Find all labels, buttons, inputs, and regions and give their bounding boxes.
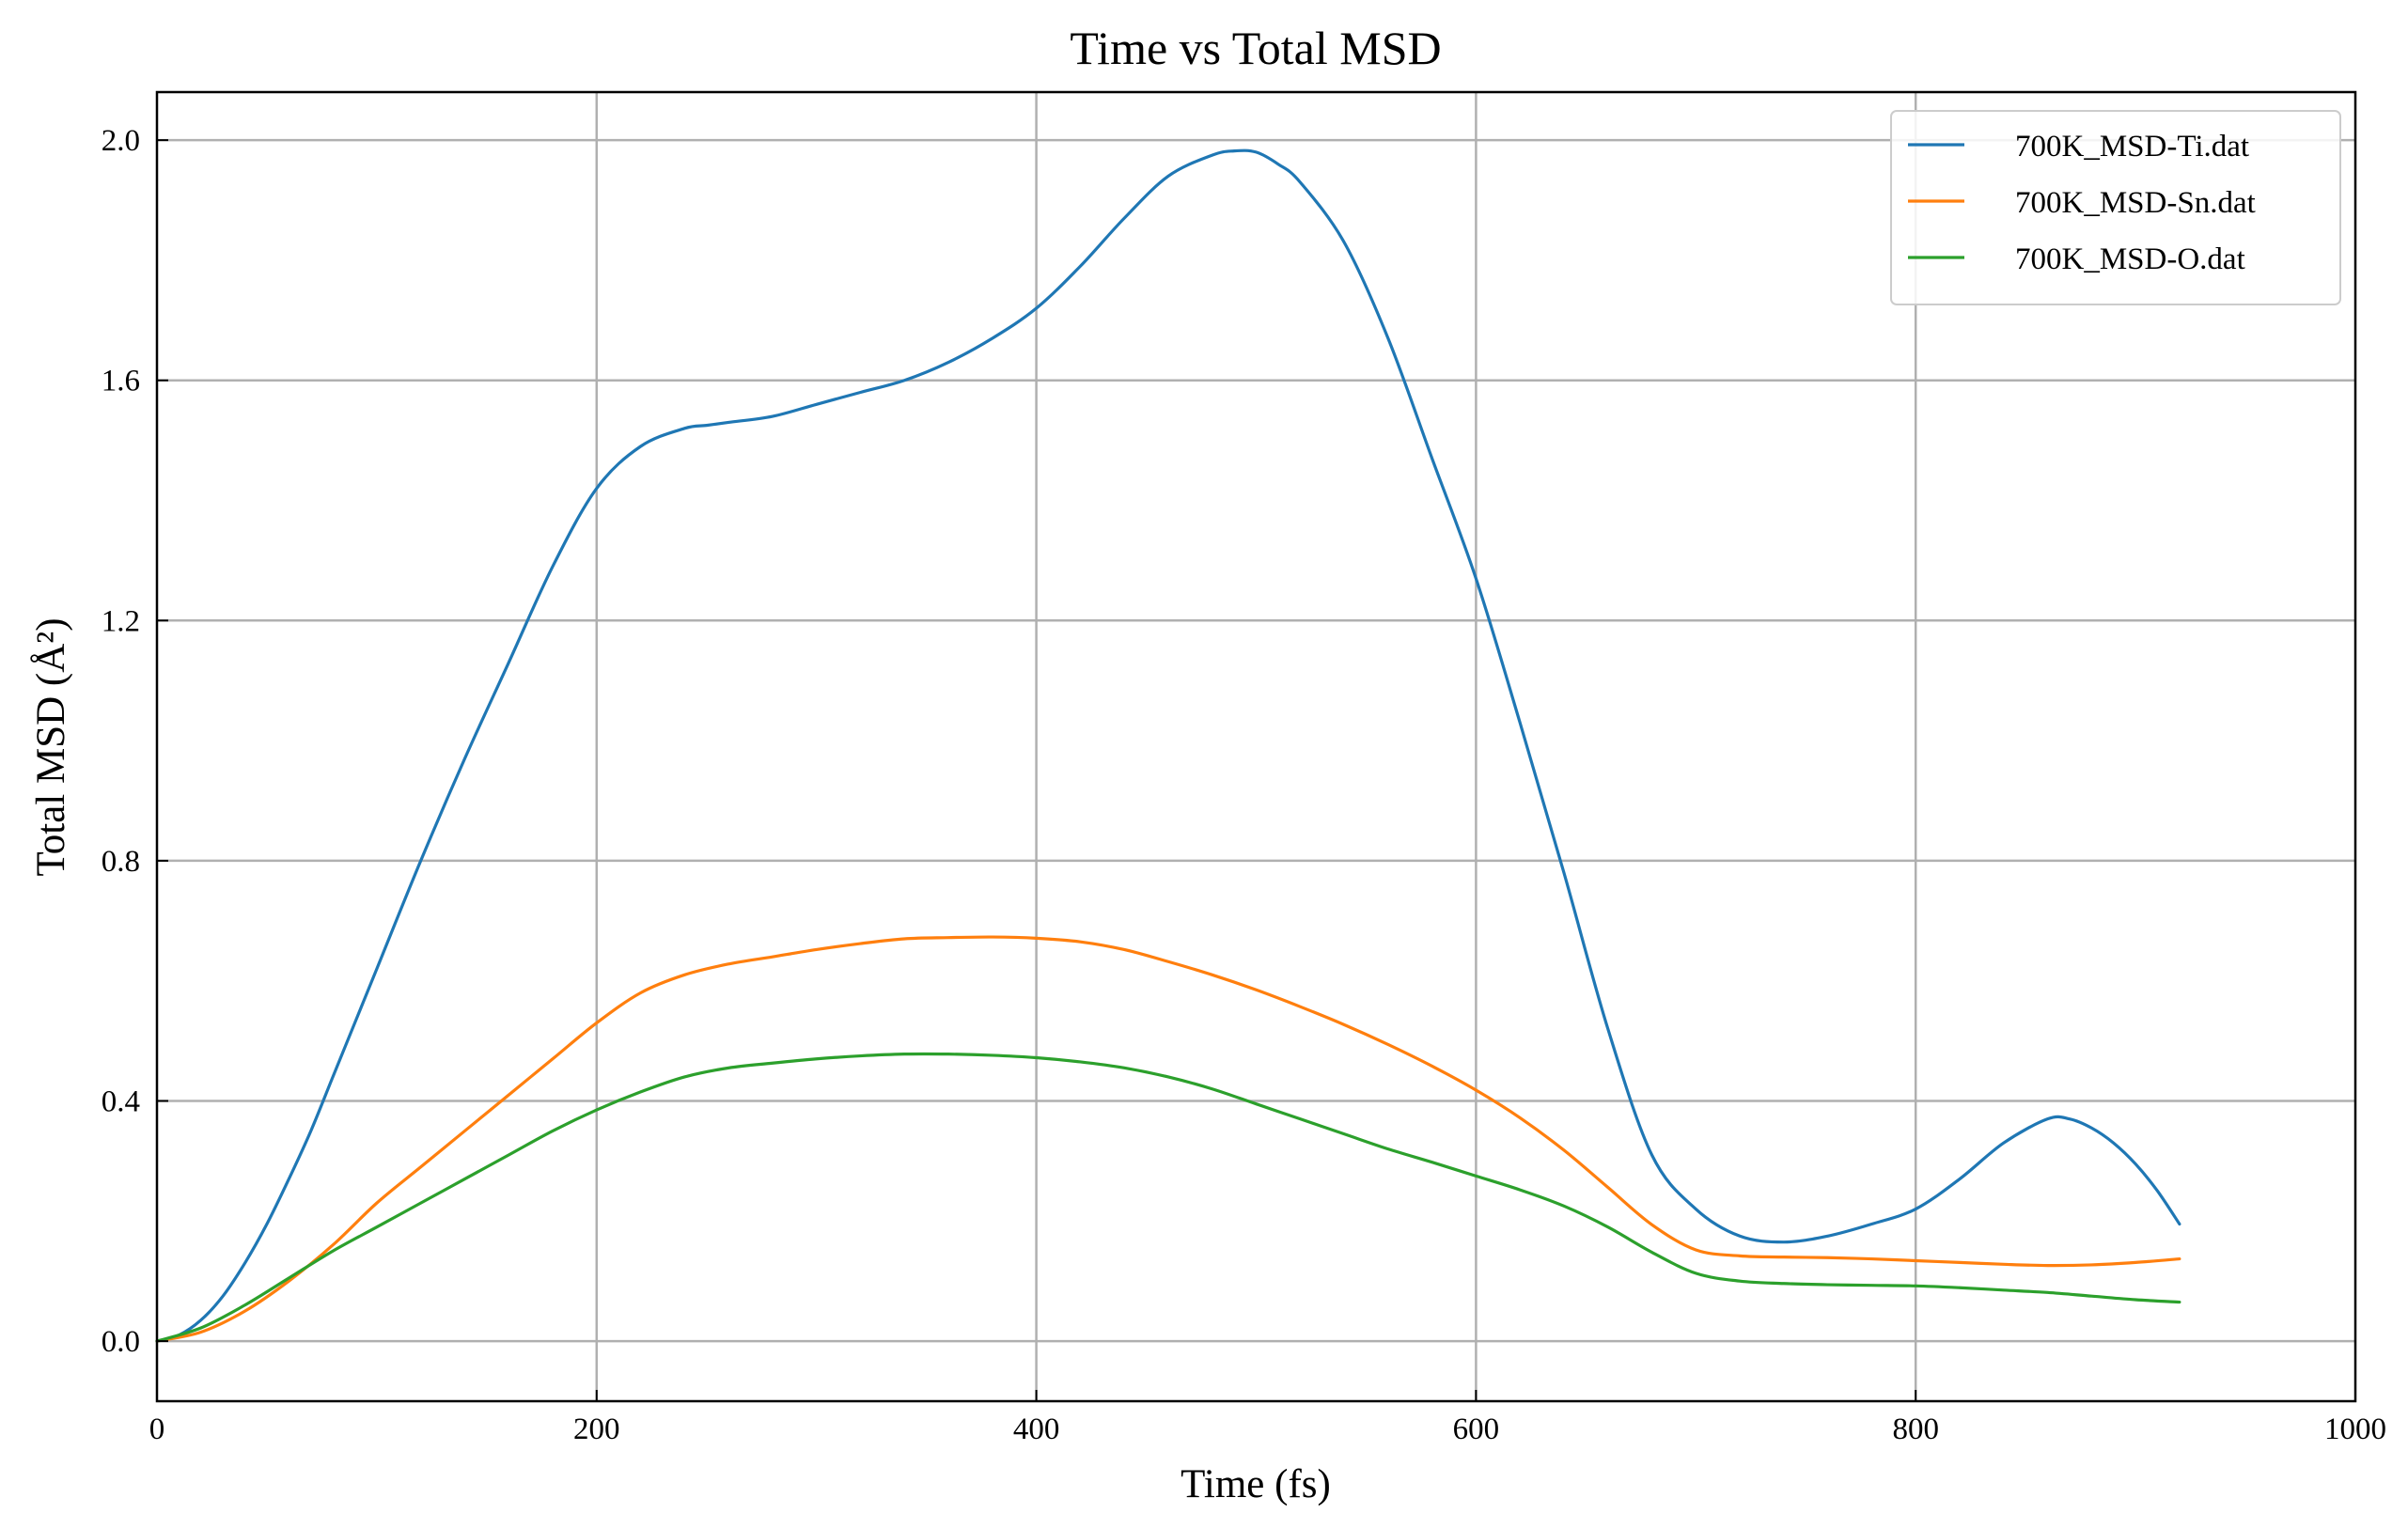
y-tick-label: 0.0 <box>102 1325 140 1359</box>
axis-ticks: 0 200 400 600 800 1000 0.0 0.4 0.8 1.2 1.6 2.0 <box>102 124 2386 1446</box>
x-tick-label: 0 <box>149 1412 165 1446</box>
x-tick-label: 200 <box>573 1412 620 1446</box>
x-tick-label: 600 <box>1453 1412 1500 1446</box>
y-tick-label: 1.6 <box>102 365 140 398</box>
y-tick-label: 2.0 <box>102 124 140 158</box>
y-tick-label: 0.8 <box>102 845 140 879</box>
plot-series <box>155 148 2181 1343</box>
x-axis-label: Time (fs) <box>1181 1462 1331 1506</box>
chart-title: Time vs Total MSD <box>1070 22 1441 74</box>
series-line-700k-msd-sn-dat <box>155 935 2181 1343</box>
legend-label: 700K_MSD-O.dat <box>2015 242 2245 276</box>
legend-label: 700K_MSD-Sn.dat <box>2015 186 2256 220</box>
x-tick-label: 800 <box>1892 1412 1939 1446</box>
series-line-700k-msd-o-dat <box>155 1052 2181 1343</box>
legend-label: 700K_MSD-Ti.dat <box>2015 130 2249 164</box>
y-tick-label: 1.2 <box>102 604 140 638</box>
plot-frame <box>155 90 2357 1403</box>
legend-box <box>1890 110 2341 305</box>
x-tick-label: 400 <box>1013 1412 1060 1446</box>
y-axis-label: Total MSD (Å²) <box>29 617 73 876</box>
series-line-700k-msd-ti-dat <box>155 148 2181 1343</box>
y-tick-label: 0.4 <box>102 1085 140 1119</box>
x-tick-label: 1000 <box>2324 1412 2386 1446</box>
legend: 700K_MSD-Ti.dat 700K_MSD-Sn.dat 700K_MSD-O… <box>1890 110 2341 305</box>
